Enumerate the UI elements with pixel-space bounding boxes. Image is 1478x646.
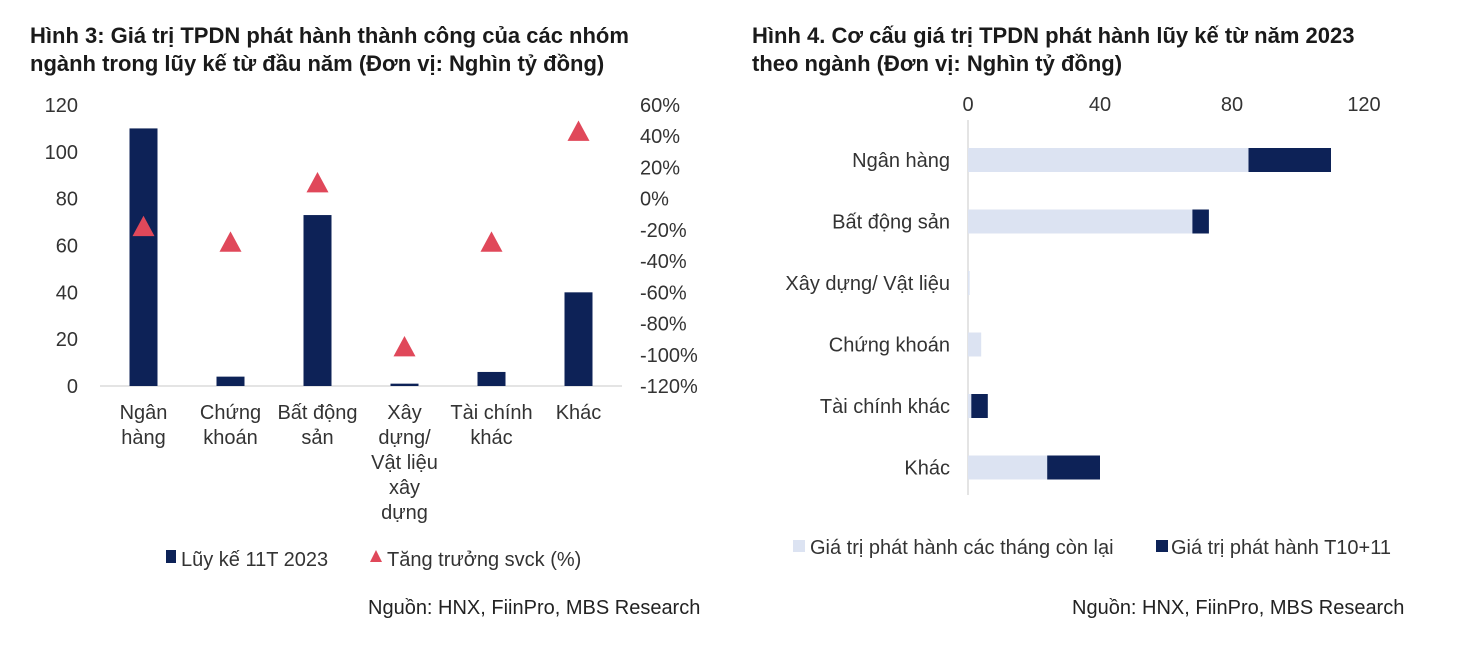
left-y-tick-label: 20 bbox=[56, 329, 78, 351]
left-title-line2: ngành trong lũy kế từ đầu năm (Đơn vị: N… bbox=[30, 51, 605, 76]
left-chart: 0 20 40 60 80 100 120 60% 40% 20% 0% -20% -40% -60% -8… bbox=[45, 95, 698, 571]
right-chart-title: Hình 4. Cơ cấu giá trị TPDN phát hành lũ… bbox=[752, 22, 1354, 78]
growth-marker bbox=[393, 335, 416, 357]
right-y-tick-label: -120% bbox=[640, 376, 698, 398]
right-x-tick-label: 120 bbox=[1347, 94, 1380, 116]
left-x-tick-line: Ngân bbox=[120, 402, 168, 424]
left-x-tick-line: Tài chính bbox=[450, 402, 532, 424]
left-x-tick-line: sản bbox=[301, 427, 333, 449]
left-x-tick-line: Chứng bbox=[200, 402, 261, 424]
legend-label-remaining: Giá trị phát hành các tháng còn lại bbox=[810, 537, 1114, 559]
left-x-tick-label: Chứng khoán bbox=[200, 402, 261, 449]
right-source: Nguồn: HNX, FiinPro, MBS Research bbox=[1072, 597, 1405, 619]
right-chart: 0 40 80 120 Ngân hàng Bất động sản Xây dựng/ V… bbox=[785, 94, 1391, 559]
left-chart-title: Hình 3: Giá trị TPDN phát hành thành côn… bbox=[30, 22, 629, 78]
left-x-tick-label: Ngân hàng bbox=[120, 402, 168, 449]
right-title-line2: theo ngành (Đơn vị: Nghìn tỷ đồng) bbox=[752, 51, 1123, 76]
growth-marker bbox=[567, 120, 590, 141]
right-y-tick-label: 0% bbox=[640, 189, 669, 211]
bar-remaining-months bbox=[968, 271, 970, 295]
right-category-label: Khác bbox=[904, 458, 950, 480]
left-x-tick-line: xây bbox=[389, 477, 420, 499]
left-x-tick-line: Vật liệu bbox=[371, 452, 438, 474]
left-x-tick-line: khoán bbox=[203, 427, 258, 449]
bar-remaining-months bbox=[968, 209, 1193, 234]
growth-marker bbox=[306, 172, 329, 193]
bar-remaining-months bbox=[968, 332, 982, 357]
left-x-tick-label: Khác bbox=[556, 402, 602, 424]
left-x-tick-line: Bất động bbox=[277, 402, 357, 424]
right-y-tick-label: -80% bbox=[640, 314, 687, 336]
left-x-tick-line: Khác bbox=[556, 402, 602, 424]
bar-t10-11 bbox=[971, 394, 988, 418]
bar-t10-11 bbox=[1248, 148, 1331, 172]
right-x-tick-label: 40 bbox=[1089, 94, 1111, 116]
bar-t10-11 bbox=[1192, 209, 1209, 234]
legend-swatch-t10-11 bbox=[1156, 540, 1168, 552]
right-x-tick-label: 0 bbox=[962, 94, 973, 116]
right-y-tick-label: 60% bbox=[640, 95, 680, 117]
legend-label-triangle: Tăng trưởng svck (%) bbox=[387, 549, 581, 571]
legend-swatch-bar bbox=[166, 550, 176, 563]
growth-marker bbox=[219, 231, 242, 252]
right-category-label: Xây dựng/ Vật liệu bbox=[785, 273, 950, 295]
left-x-tick-label: Xây dựng/Vật liệu xây dựng bbox=[371, 402, 438, 524]
right-y-tick-label: -100% bbox=[640, 345, 698, 367]
left-x-tick-line: dựng/ bbox=[378, 427, 431, 449]
bar-luy-ke bbox=[303, 215, 332, 386]
legend-swatch-remaining bbox=[793, 540, 805, 552]
legend-swatch-triangle bbox=[370, 550, 382, 562]
right-y-tick-label: 20% bbox=[640, 157, 680, 179]
right-y-tick-label: -40% bbox=[640, 251, 687, 273]
bar-luy-ke bbox=[129, 128, 158, 386]
left-y-tick-label: 0 bbox=[67, 376, 78, 398]
right-y-tick-label: 40% bbox=[640, 126, 680, 148]
bar-luy-ke bbox=[390, 383, 419, 386]
left-y-tick-label: 60 bbox=[56, 236, 78, 258]
left-y-tick-label: 80 bbox=[56, 189, 78, 211]
legend-label-t10-11: Giá trị phát hành T10+11 bbox=[1171, 537, 1391, 559]
bar-t10-11 bbox=[1047, 455, 1100, 480]
right-category-label: Ngân hàng bbox=[852, 150, 950, 172]
right-title-line1: Hình 4. Cơ cấu giá trị TPDN phát hành lũ… bbox=[752, 23, 1355, 48]
left-x-tick-line: hàng bbox=[121, 427, 166, 449]
bar-luy-ke bbox=[564, 292, 593, 386]
left-y-tick-label: 120 bbox=[45, 95, 78, 117]
right-category-label: Bất động sản bbox=[832, 212, 950, 234]
bar-remaining-months bbox=[968, 455, 1048, 480]
left-source: Nguồn: HNX, FiinPro, MBS Research bbox=[368, 597, 701, 619]
right-y-tick-label: -20% bbox=[640, 220, 687, 242]
growth-marker bbox=[132, 215, 155, 237]
bar-luy-ke bbox=[216, 376, 245, 386]
left-title-line1: Hình 3: Giá trị TPDN phát hành thành côn… bbox=[30, 23, 629, 48]
right-category-label: Chứng khoán bbox=[829, 335, 950, 357]
bar-remaining-months bbox=[968, 148, 1249, 172]
left-x-tick-line: Xây bbox=[387, 402, 421, 424]
bar-remaining-months bbox=[968, 394, 972, 418]
right-category-label: Tài chính khác bbox=[820, 396, 950, 418]
left-y-tick-label: 100 bbox=[45, 142, 78, 164]
legend-label-bar: Lũy kế 11T 2023 bbox=[181, 549, 328, 571]
growth-marker bbox=[480, 231, 503, 252]
left-y-tick-label: 40 bbox=[56, 282, 78, 304]
right-x-tick-label: 80 bbox=[1221, 94, 1243, 116]
left-x-tick-label: Tài chính khác bbox=[450, 402, 532, 449]
left-x-tick-label: Bất động sản bbox=[277, 402, 357, 449]
left-x-tick-line: dựng bbox=[381, 502, 428, 524]
left-x-tick-line: khác bbox=[470, 427, 512, 449]
bar-luy-ke bbox=[477, 371, 506, 386]
right-y-tick-label: -60% bbox=[640, 282, 687, 304]
